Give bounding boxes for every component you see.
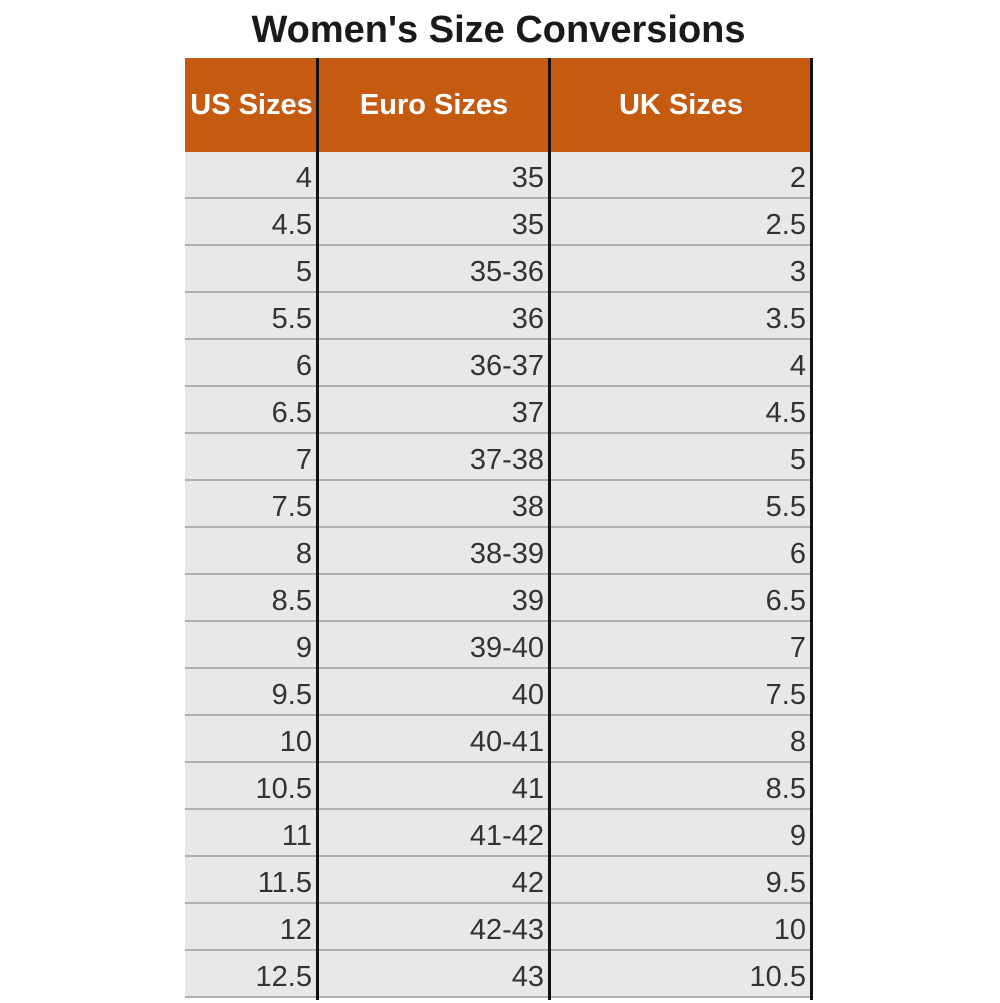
- column-border: [548, 58, 551, 1000]
- header-cell: UK Sizes: [550, 58, 812, 152]
- table-cell: 12.5: [185, 951, 318, 998]
- table-cell: 2: [550, 152, 812, 199]
- table-cell: 8: [550, 716, 812, 763]
- table-cell: 4: [185, 152, 318, 199]
- table-cell: 35: [318, 199, 550, 246]
- table-cell: 10: [550, 904, 812, 951]
- table-cell: 3: [550, 246, 812, 293]
- table-cell: 37: [318, 387, 550, 434]
- table-cell: 35-36: [318, 246, 550, 293]
- table-cell: 36-37: [318, 340, 550, 387]
- table-cell: 9.5: [550, 857, 812, 904]
- table-cell: 11.5: [185, 857, 318, 904]
- table-cell: 7.5: [185, 481, 318, 528]
- table-cell: 42-43: [318, 904, 550, 951]
- table-cell: 7.5: [550, 669, 812, 716]
- table-cell: 8.5: [550, 763, 812, 810]
- table-cell: 2.5: [550, 199, 812, 246]
- header-cell: US Sizes: [185, 58, 318, 152]
- table-cell: 38-39: [318, 528, 550, 575]
- table-cell: 41-42: [318, 810, 550, 857]
- table-cell: 7: [550, 622, 812, 669]
- table-cell: 37-38: [318, 434, 550, 481]
- table-cell: 10: [185, 716, 318, 763]
- table-cell: 40: [318, 669, 550, 716]
- table-cell: 5.5: [550, 481, 812, 528]
- table-cell: 6.5: [185, 387, 318, 434]
- table-cell: 39-40: [318, 622, 550, 669]
- table-cell: 35: [318, 152, 550, 199]
- table-cell: 6: [185, 340, 318, 387]
- table-cell: 43: [318, 951, 550, 998]
- table-title: Women's Size Conversions: [251, 9, 746, 51]
- table-cell: 5.5: [185, 293, 318, 340]
- column-border: [316, 58, 319, 1000]
- table-cell: 40-41: [318, 716, 550, 763]
- table-cell: 9: [550, 810, 812, 857]
- table-cell: 4: [550, 340, 812, 387]
- table-cell: 7: [185, 434, 318, 481]
- table-cell: 9.5: [185, 669, 318, 716]
- table-cell: 5: [185, 246, 318, 293]
- table-cell: 41: [318, 763, 550, 810]
- table-cell: 39: [318, 575, 550, 622]
- table-cell: 11: [185, 810, 318, 857]
- table-cell: 4.5: [550, 387, 812, 434]
- table-cell: 10.5: [185, 763, 318, 810]
- table-cell: 9: [185, 622, 318, 669]
- table-cell: 10.5: [550, 951, 812, 998]
- table-cell: 8.5: [185, 575, 318, 622]
- table-cell: 8: [185, 528, 318, 575]
- table-cell: 6: [550, 528, 812, 575]
- table-cell: 5: [550, 434, 812, 481]
- table-cell: 6.5: [550, 575, 812, 622]
- table-cell: 36: [318, 293, 550, 340]
- table-cell: 38: [318, 481, 550, 528]
- table-cell: 3.5: [550, 293, 812, 340]
- column-border: [810, 58, 813, 1000]
- table-cell: 12: [185, 904, 318, 951]
- table-cell: 42: [318, 857, 550, 904]
- header-cell: Euro Sizes: [318, 58, 550, 152]
- table-cell: 4.5: [185, 199, 318, 246]
